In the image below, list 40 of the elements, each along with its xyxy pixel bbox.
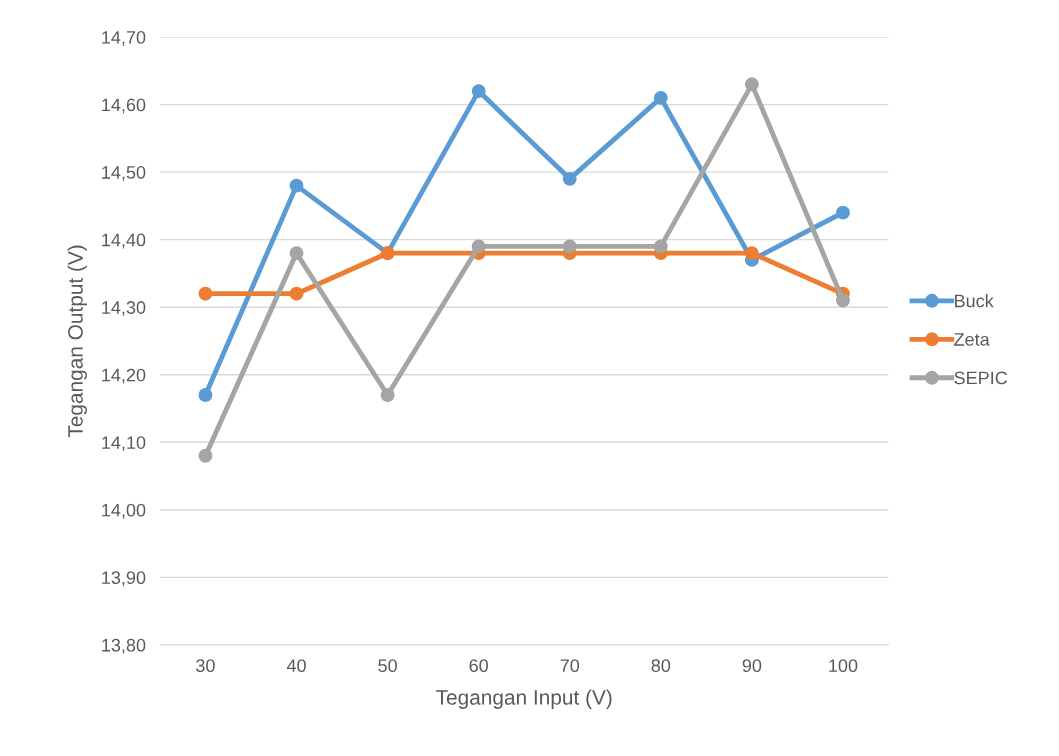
x-axis-title: Tegangan Input (V) [436,689,612,709]
legend-label: SEPIC [954,371,1008,385]
point [198,448,213,463]
y-tick-label: 14,60 [102,98,146,114]
y-tick-label: 14,40 [102,233,146,249]
point [198,388,213,402]
point [562,171,577,186]
point [744,246,759,261]
point [836,293,850,308]
point [198,286,213,301]
y-axis-title: Tegangan Output (V) [67,245,87,438]
y-tick-label: 13,90 [102,571,146,587]
point [836,205,850,220]
point [289,286,304,301]
y-tick-label: 14,00 [102,503,146,519]
y-tick-label: 14,20 [102,368,146,384]
y-tick-label: 14,30 [102,301,146,317]
point [380,388,395,402]
y-tick-label: 13,80 [102,638,146,654]
legend-label: Zeta [954,333,990,346]
x-tick-label: 70 [560,659,580,673]
legend-label: Buck [955,294,994,308]
x-tick-label: 50 [378,659,397,673]
point [471,239,486,254]
x-tick-label: 100 [829,659,858,673]
point [289,178,304,193]
x-tick-label: 30 [196,659,215,673]
x-tick-label: 90 [742,659,762,673]
point [562,239,577,254]
y-tick-label: 14,10 [102,436,146,452]
point [653,239,668,254]
x-tick-label: 60 [469,659,488,673]
point [289,246,304,261]
point [653,90,668,105]
y-tick-label: 14,50 [102,166,146,181]
y-tick-label: 14,70 [102,30,146,46]
x-tick-label: 40 [286,659,306,673]
point [471,84,486,99]
x-tick-label: 80 [651,659,671,673]
point [744,77,759,92]
